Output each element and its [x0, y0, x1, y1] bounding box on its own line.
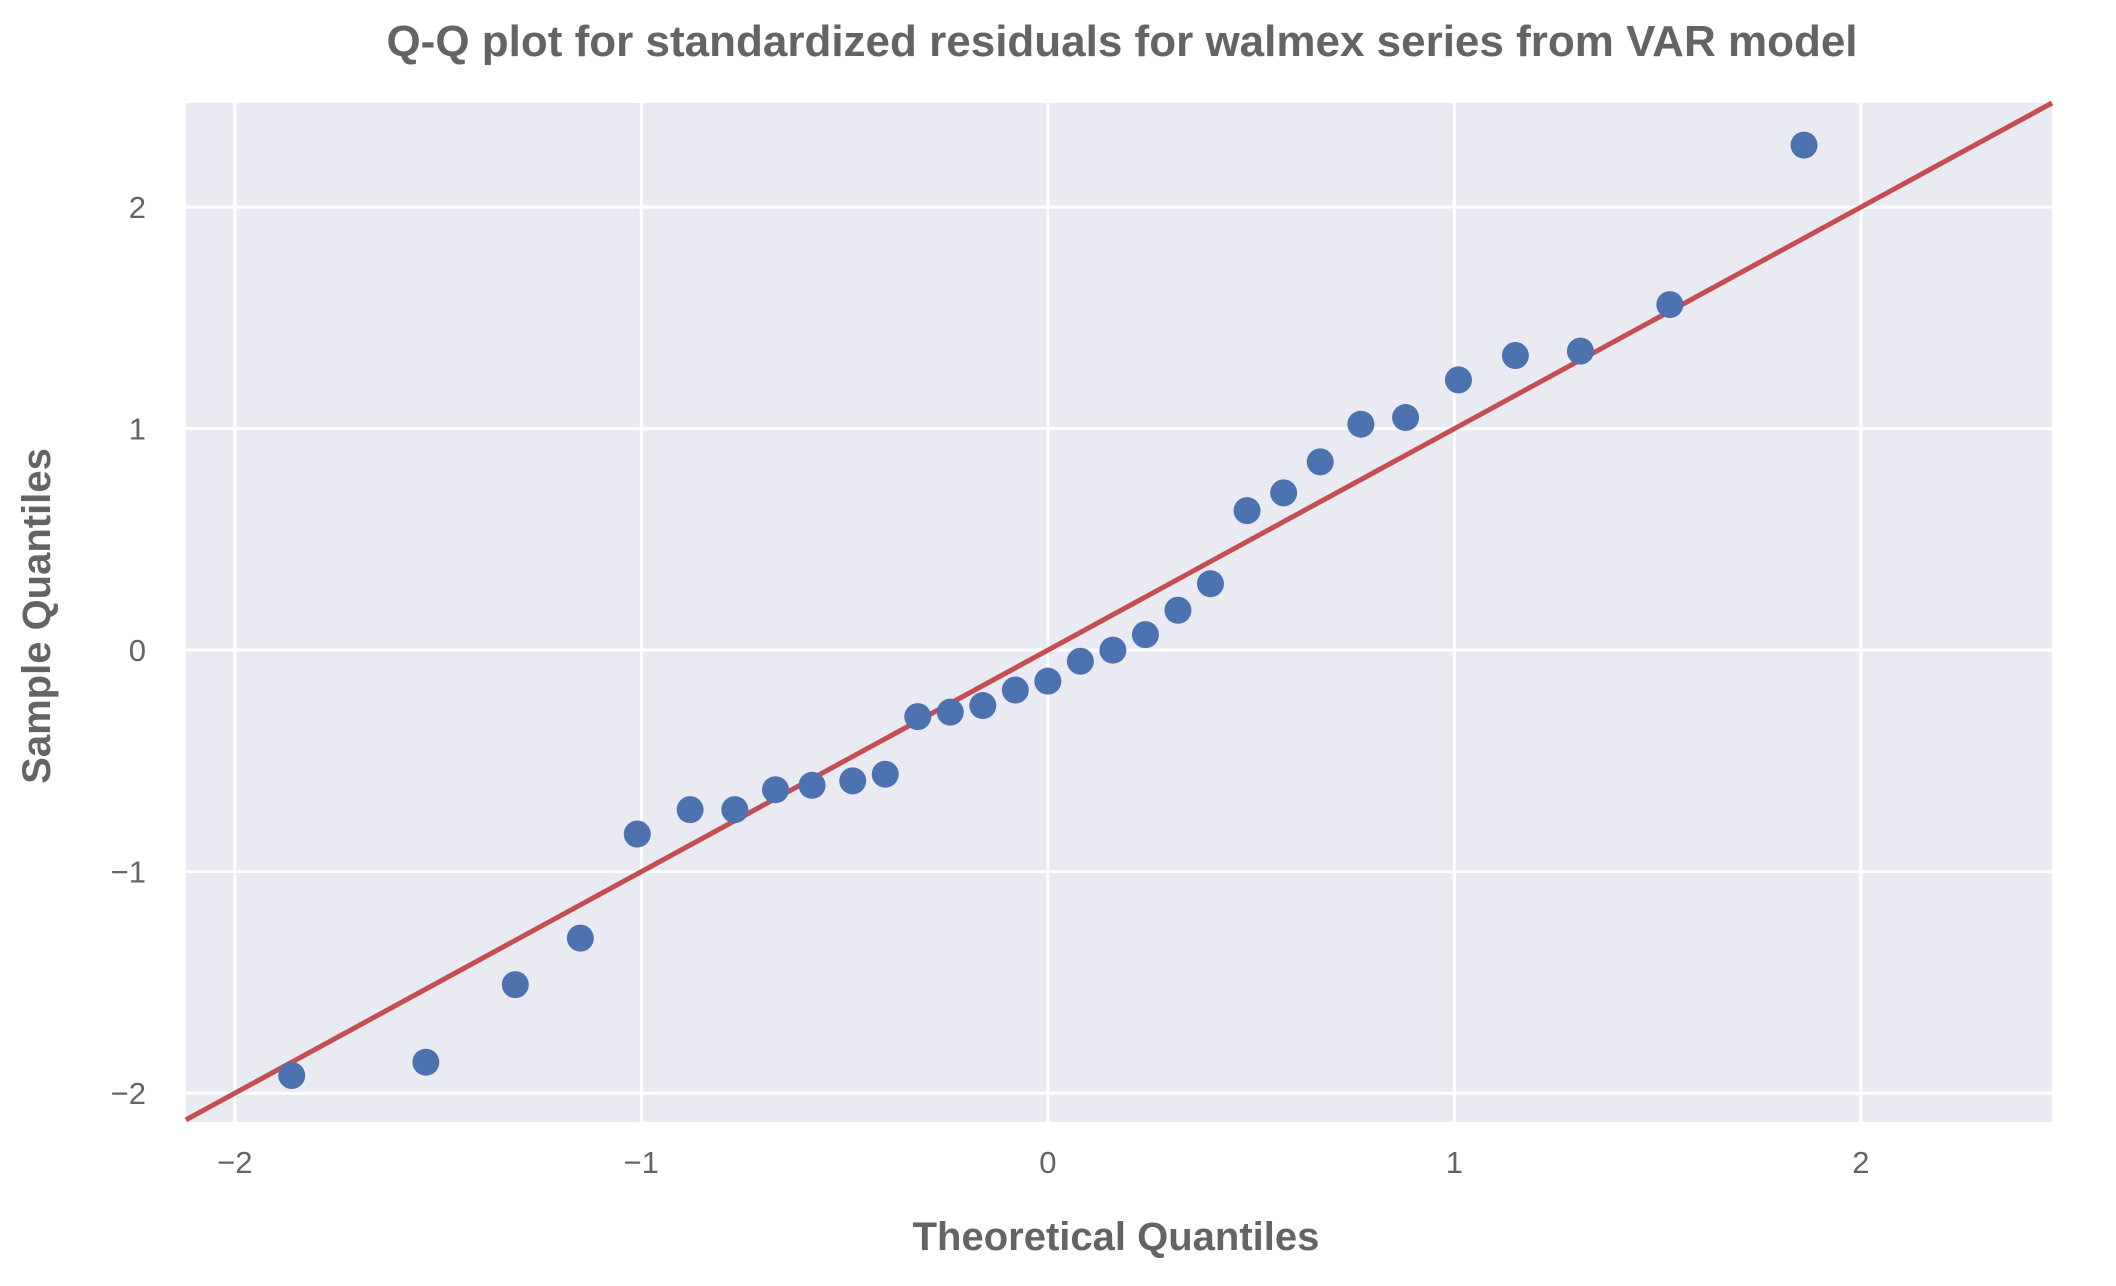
- sample-point: [566, 924, 594, 952]
- x-tick-label: 1: [1446, 1145, 1463, 1180]
- reference-line-layer: [184, 100, 2054, 1122]
- x-tick-label: −2: [217, 1145, 252, 1180]
- sample-point: [1164, 596, 1192, 624]
- sample-point: [1001, 676, 1029, 704]
- x-tick-label: 0: [1039, 1145, 1056, 1180]
- sample-point: [1347, 410, 1375, 438]
- y-axis-title: Sample Quantiles: [15, 448, 59, 784]
- sample-point: [1099, 636, 1127, 664]
- sample-point: [1233, 497, 1261, 525]
- sample-point: [936, 698, 964, 726]
- sample-point: [1566, 337, 1594, 365]
- x-tick-label: −1: [624, 1145, 659, 1180]
- sample-point: [1131, 621, 1159, 649]
- sample-point: [623, 820, 651, 848]
- sample-point: [278, 1061, 306, 1089]
- sample-point: [798, 771, 826, 799]
- sample-point: [1656, 291, 1684, 319]
- x-axis-title: Theoretical Quantiles: [913, 1215, 1320, 1259]
- sample-point: [1196, 570, 1224, 598]
- reference-line: [184, 100, 2054, 1122]
- x-tick-label: 2: [1852, 1145, 1869, 1180]
- x-tick-labels: −2 −1 0 1 2: [217, 1145, 1869, 1180]
- sample-point: [1066, 647, 1094, 675]
- sample-point: [1392, 404, 1420, 432]
- sample-point: [721, 796, 749, 824]
- sample-point: [412, 1048, 440, 1076]
- y-tick-label: 2: [129, 190, 146, 225]
- y-tick-label: 1: [129, 412, 146, 447]
- y-tick-label: −2: [111, 1076, 146, 1111]
- sample-point: [1270, 479, 1298, 507]
- sample-points: [278, 131, 1818, 1089]
- sample-point: [1034, 667, 1062, 695]
- y-tick-labels: −2 −1 0 1 2: [111, 190, 146, 1111]
- sample-point: [1501, 342, 1529, 370]
- sample-point: [501, 971, 529, 999]
- sample-point: [871, 760, 899, 788]
- sample-point: [969, 692, 997, 720]
- sample-point: [839, 767, 867, 795]
- y-tick-label: 0: [129, 633, 146, 668]
- grid-lines: [186, 103, 2052, 1122]
- y-tick-label: −1: [111, 855, 146, 890]
- chart-title: Q-Q plot for standardized residuals for …: [386, 17, 1857, 66]
- sample-point: [676, 796, 704, 824]
- sample-point: [904, 703, 932, 731]
- sample-point: [761, 776, 789, 804]
- sample-point: [1444, 366, 1472, 394]
- sample-point: [1790, 131, 1818, 159]
- sample-point: [1306, 448, 1334, 476]
